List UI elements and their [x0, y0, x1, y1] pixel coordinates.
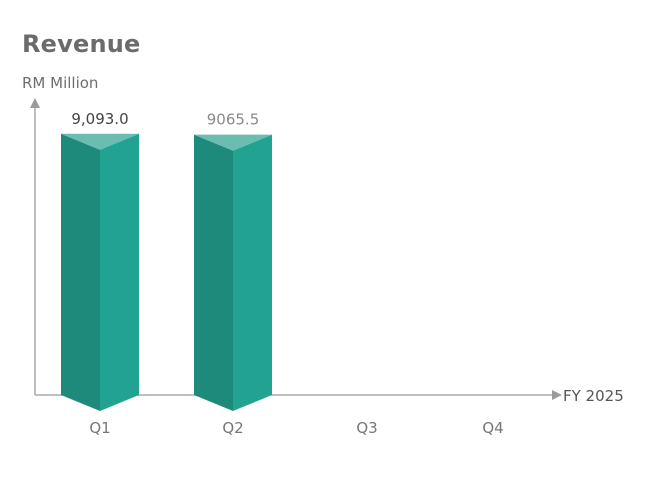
x-tick-label-q2: Q2 [222, 419, 243, 437]
bar-top-face [61, 133, 139, 150]
bar-left-face [194, 134, 233, 412]
x-axis-label: FY 2025 [563, 387, 624, 405]
chart-title: Revenue [22, 30, 141, 58]
bar-left-face [61, 133, 100, 411]
x-tick-label-q3: Q3 [356, 419, 377, 437]
data-label-q1: 9,093.0 [71, 110, 128, 128]
x-tick-label-q1: Q1 [89, 419, 110, 437]
bar-right-face [233, 134, 272, 412]
labels-group: Q1 9,093.0 Q2 9065.5 Q3 Q4 [71, 110, 503, 437]
x-tick-label-q4: Q4 [482, 419, 503, 437]
data-label-q2: 9065.5 [207, 111, 260, 129]
bars-group [61, 133, 272, 412]
x-axis-arrow [552, 390, 562, 400]
y-axis-label: RM Million [22, 74, 99, 92]
bar-q2 [194, 134, 272, 412]
y-axis-arrow [30, 98, 40, 108]
bar-q1 [61, 133, 139, 411]
bar-right-face [100, 133, 139, 411]
bar-top-face [194, 134, 272, 151]
